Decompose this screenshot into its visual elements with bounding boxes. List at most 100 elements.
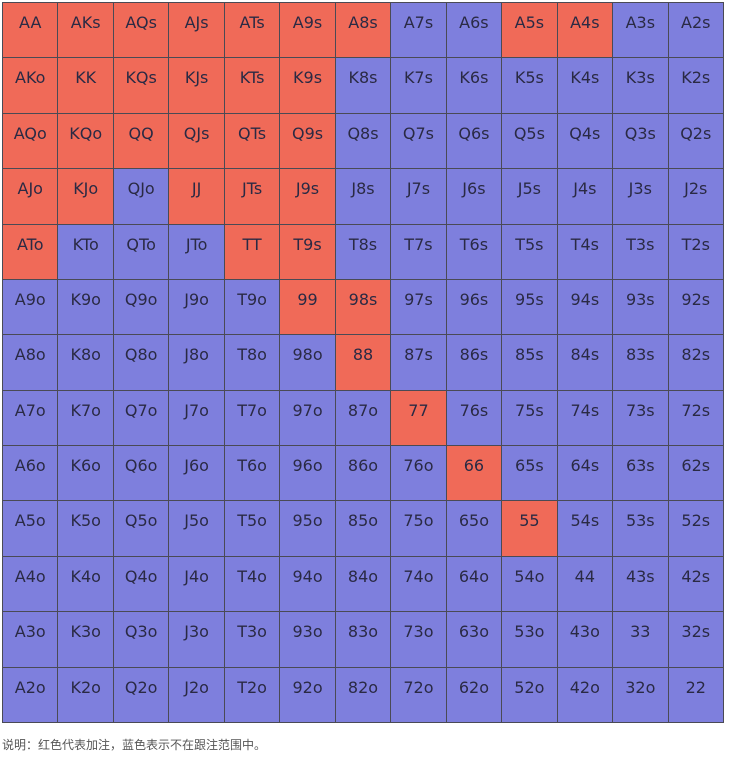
hand-cell-82o: 82o <box>335 667 391 722</box>
hand-cell-j8o: J8o <box>169 335 224 390</box>
hand-cell-kk: KK <box>58 58 113 113</box>
hand-cell-32s: 32s <box>668 612 723 667</box>
hand-cell-a7o: A7o <box>3 390 58 446</box>
hand-cell-75s: 75s <box>502 390 557 446</box>
hand-cell-q2s: Q2s <box>668 113 723 169</box>
hand-cell-43s: 43s <box>613 556 668 612</box>
hand-cell-t3s: T3s <box>613 224 668 279</box>
hand-cell-87o: 87o <box>335 390 391 446</box>
hand-cell-64s: 64s <box>557 446 613 501</box>
hand-cell-k2s: K2s <box>668 58 723 113</box>
hand-cell-k5s: K5s <box>502 58 557 113</box>
hand-cell-84s: 84s <box>557 335 613 390</box>
hand-cell-k6o: K6o <box>58 446 113 501</box>
hand-cell-22: 22 <box>668 667 723 722</box>
hand-cell-a5o: A5o <box>3 501 58 556</box>
hand-cell-43o: 43o <box>557 612 613 667</box>
hand-cell-53o: 53o <box>502 612 557 667</box>
hand-cell-q4o: Q4o <box>113 556 169 612</box>
hand-cell-83o: 83o <box>335 612 391 667</box>
hand-cell-qq: QQ <box>113 113 169 169</box>
hand-cell-86o: 86o <box>335 446 391 501</box>
hand-cell-t4s: T4s <box>557 224 613 279</box>
hand-cell-92o: 92o <box>280 667 335 722</box>
hand-cell-q3o: Q3o <box>113 612 169 667</box>
hand-cell-ajs: AJs <box>169 3 224 58</box>
hand-cell-t7s: T7s <box>391 224 446 279</box>
hand-cell-q9s: Q9s <box>280 113 335 169</box>
hand-cell-a4o: A4o <box>3 556 58 612</box>
hand-cell-t9o: T9o <box>224 279 280 335</box>
hand-cell-j3s: J3s <box>613 169 668 224</box>
hand-cell-aqo: AQo <box>3 113 58 169</box>
hand-cell-jto: JTo <box>169 224 224 279</box>
hand-cell-jts: JTs <box>224 169 280 224</box>
hand-cell-84o: 84o <box>335 556 391 612</box>
hand-cell-j6o: J6o <box>169 446 224 501</box>
hand-cell-q7s: Q7s <box>391 113 446 169</box>
hand-cell-t6o: T6o <box>224 446 280 501</box>
hand-cell-94s: 94s <box>557 279 613 335</box>
hand-cell-a2s: A2s <box>668 3 723 58</box>
hand-cell-95s: 95s <box>502 279 557 335</box>
hand-cell-54o: 54o <box>502 556 557 612</box>
hand-cell-j3o: J3o <box>169 612 224 667</box>
hand-cell-k9s: K9s <box>280 58 335 113</box>
hand-cell-kto: KTo <box>58 224 113 279</box>
hand-cell-a3o: A3o <box>3 612 58 667</box>
hand-cell-qto: QTo <box>113 224 169 279</box>
hand-cell-j9s: J9s <box>280 169 335 224</box>
hand-cell-aqs: AQs <box>113 3 169 58</box>
hand-cell-74s: 74s <box>557 390 613 446</box>
hand-cell-63o: 63o <box>446 612 502 667</box>
hand-cell-tt: TT <box>224 224 280 279</box>
hand-cell-kjs: KJs <box>169 58 224 113</box>
hand-cell-q6s: Q6s <box>446 113 502 169</box>
hand-cell-a6o: A6o <box>3 446 58 501</box>
hand-cell-j4o: J4o <box>169 556 224 612</box>
hand-cell-k5o: K5o <box>58 501 113 556</box>
hand-cell-kqo: KQo <box>58 113 113 169</box>
hand-cell-qjo: QJo <box>113 169 169 224</box>
hand-cell-a8s: A8s <box>335 3 391 58</box>
hand-cell-ats: ATs <box>224 3 280 58</box>
hand-cell-t2s: T2s <box>668 224 723 279</box>
hand-cell-77: 77 <box>391 390 446 446</box>
hand-cell-j2o: J2o <box>169 667 224 722</box>
hand-cell-94o: 94o <box>280 556 335 612</box>
hand-cell-97o: 97o <box>280 390 335 446</box>
hand-cell-a2o: A2o <box>3 667 58 722</box>
hand-cell-j5o: J5o <box>169 501 224 556</box>
hand-cell-74o: 74o <box>391 556 446 612</box>
hand-cell-k4o: K4o <box>58 556 113 612</box>
hand-cell-55: 55 <box>502 501 557 556</box>
hand-cell-q4s: Q4s <box>557 113 613 169</box>
hand-cell-44: 44 <box>557 556 613 612</box>
hand-cell-73o: 73o <box>391 612 446 667</box>
hand-cell-t5o: T5o <box>224 501 280 556</box>
hand-cell-72o: 72o <box>391 667 446 722</box>
hand-cell-a6s: A6s <box>446 3 502 58</box>
hand-cell-a8o: A8o <box>3 335 58 390</box>
hand-cell-85s: 85s <box>502 335 557 390</box>
hand-cell-t3o: T3o <box>224 612 280 667</box>
hand-cell-66: 66 <box>446 446 502 501</box>
hand-cell-aks: AKs <box>58 3 113 58</box>
hand-cell-k4s: K4s <box>557 58 613 113</box>
hand-cell-jj: JJ <box>169 169 224 224</box>
hand-cell-k8o: K8o <box>58 335 113 390</box>
hand-cell-52s: 52s <box>668 501 723 556</box>
hand-cell-t8s: T8s <box>335 224 391 279</box>
hand-cell-65o: 65o <box>446 501 502 556</box>
hand-cell-q3s: Q3s <box>613 113 668 169</box>
hand-cell-ato: ATo <box>3 224 58 279</box>
hand-cell-k3o: K3o <box>58 612 113 667</box>
hand-cell-aa: AA <box>3 3 58 58</box>
hand-cell-85o: 85o <box>335 501 391 556</box>
hand-cell-k6s: K6s <box>446 58 502 113</box>
hand-cell-qts: QTs <box>224 113 280 169</box>
hand-cell-65s: 65s <box>502 446 557 501</box>
hand-cell-97s: 97s <box>391 279 446 335</box>
hand-cell-a4s: A4s <box>557 3 613 58</box>
hand-cell-93o: 93o <box>280 612 335 667</box>
